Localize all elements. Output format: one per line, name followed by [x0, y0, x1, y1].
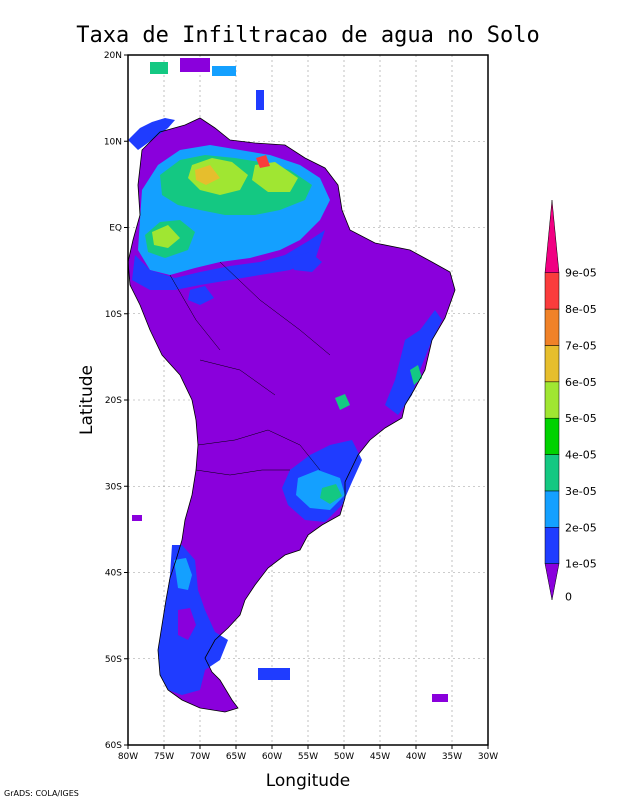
land-mass	[127, 58, 456, 713]
colorbar-label: 6e-05	[565, 376, 597, 389]
x-tick-label: 35W	[442, 752, 462, 762]
caribbean-island	[212, 66, 236, 76]
y-tick-label: 20N	[104, 51, 122, 61]
colorbar-segment	[544, 454, 560, 492]
patch-blue	[188, 286, 214, 305]
x-tick-label: 45W	[370, 752, 390, 762]
central-america-shape	[128, 118, 175, 150]
y-tick-label: 60S	[105, 741, 122, 751]
colorbar-label: 5e-05	[565, 412, 597, 425]
northern-orange-zone	[195, 165, 220, 185]
colorbar-label: 0	[565, 590, 572, 603]
colorbar-segment	[544, 272, 560, 310]
y-tick-label: EQ	[109, 224, 122, 234]
caribbean-island	[180, 58, 210, 72]
northern-lime-zone	[152, 225, 180, 248]
falkland-islands	[258, 668, 290, 680]
colorbar-segment	[544, 381, 560, 419]
patagonia-purple-zone	[178, 608, 196, 640]
patch-east-green	[410, 365, 422, 385]
colorbar-segment	[544, 527, 560, 564]
coastline	[127, 117, 456, 713]
colorbar-label: 4e-05	[565, 449, 597, 462]
x-tick-label: 40W	[406, 752, 426, 762]
y-tick-label: 10S	[105, 310, 122, 320]
caribbean-island	[150, 62, 168, 74]
y-tick-label: 50S	[105, 655, 122, 665]
colorbar-segment	[544, 417, 560, 455]
patagonia-lightblue-zone	[174, 558, 192, 590]
y-tick-label: 40S	[105, 569, 122, 579]
colorbar-segment	[544, 563, 560, 601]
patch-green	[335, 394, 350, 410]
chart-title: Taxa de Infiltracao de agua no Solo	[76, 23, 540, 48]
colorbar-segment	[544, 345, 560, 383]
border-lines	[169, 261, 331, 476]
colorbar-segment	[544, 308, 560, 346]
x-tick-label: 50W	[334, 752, 354, 762]
caribbean-island	[256, 90, 264, 110]
y-tick-label: 20S	[105, 396, 122, 406]
colorbar-label: 3e-05	[565, 485, 597, 498]
grads-credit: GrADS: COLA/IGES	[4, 789, 79, 798]
y-axis-ticks: 20N 10N EQ 10S 20S 30S 40S 50S 60S	[104, 51, 128, 751]
x-tick-label: 70W	[190, 752, 210, 762]
south-georgia	[432, 694, 448, 702]
x-tick-label: 55W	[298, 752, 318, 762]
colorbar-segment	[544, 490, 560, 528]
y-tick-label: 10N	[104, 137, 122, 147]
x-tick-label: 80W	[118, 752, 138, 762]
northern-blue-zone	[132, 230, 325, 290]
y-tick-label: 30S	[105, 482, 122, 492]
y-axis-title: Latitude	[77, 365, 97, 435]
x-axis-ticks: 80W 75W 70W 65W 60W 55W 50W 45W 40W 35W 30W	[118, 745, 498, 762]
south-america-shape	[128, 118, 455, 712]
colorbar-label: 9e-05	[565, 267, 597, 280]
colorbar: 0 1e-05 2e-05 3e-05 4e-05 5e-05 6e-05 7e-05 8e-0…	[544, 199, 597, 603]
patch-east-coast	[385, 310, 442, 415]
colorbar-label: 1e-05	[565, 558, 597, 571]
atlantic-pixel	[132, 515, 142, 521]
northern-lime-zone	[252, 162, 298, 192]
x-tick-label: 30W	[478, 752, 498, 762]
x-tick-label: 75W	[154, 752, 174, 762]
colorbar-segment	[544, 199, 560, 273]
northern-red-zone	[256, 155, 270, 168]
southern-green-zone	[320, 484, 342, 504]
colorbar-label: 2e-05	[565, 521, 597, 534]
patch-blue	[290, 252, 322, 272]
x-tick-label: 60W	[262, 752, 282, 762]
colorbar-label: 7e-05	[565, 339, 597, 352]
x-tick-label: 65W	[226, 752, 246, 762]
colorbar-label: 8e-05	[565, 303, 597, 316]
x-axis-title: Longitude	[266, 771, 351, 791]
